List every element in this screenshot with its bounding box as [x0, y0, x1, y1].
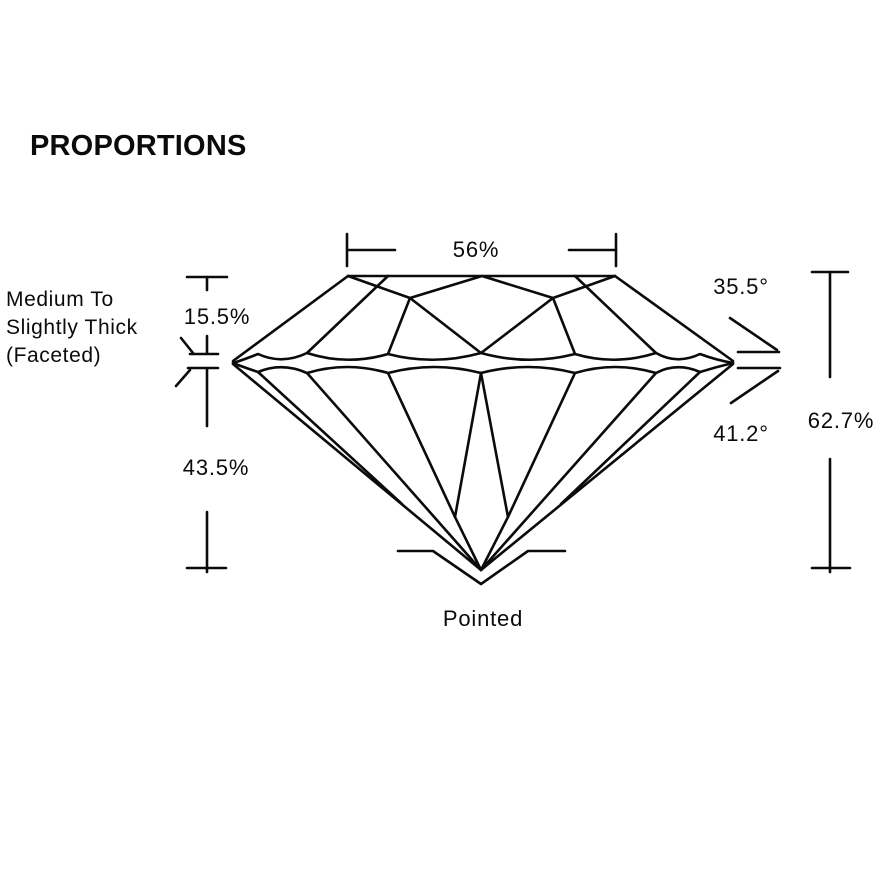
girdle-band	[231, 351, 735, 375]
pavilion-depth-label: 43.5%	[182, 455, 250, 480]
girdle-thickness-line-3: (Faceted)	[6, 344, 102, 367]
girdle-thickness-line-2: Slightly Thick	[6, 316, 138, 339]
girdle-pointer-chevrons	[728, 316, 782, 405]
pavilion-facets	[231, 362, 735, 572]
girdle-thickness-label: Medium To Slightly Thick (Faceted)	[6, 286, 138, 370]
girdle-thickness-line-1: Medium To	[6, 288, 114, 311]
crown-facets	[231, 274, 735, 363]
crown-height-label: 15.5%	[183, 304, 251, 329]
total-depth-label: 62.7%	[807, 408, 875, 433]
left-dimension-line	[174, 275, 229, 574]
total-depth-dimension	[810, 270, 852, 574]
culet-label: Pointed	[442, 606, 524, 631]
crown-angle-label: 35.5°	[713, 274, 769, 299]
table-width-label: 56%	[452, 237, 500, 262]
pavilion-angle-label: 41.2°	[713, 421, 769, 446]
culet-pointer-bracket	[396, 549, 567, 586]
page-title: PROPORTIONS	[30, 130, 247, 162]
table-width-dimension	[345, 232, 618, 268]
